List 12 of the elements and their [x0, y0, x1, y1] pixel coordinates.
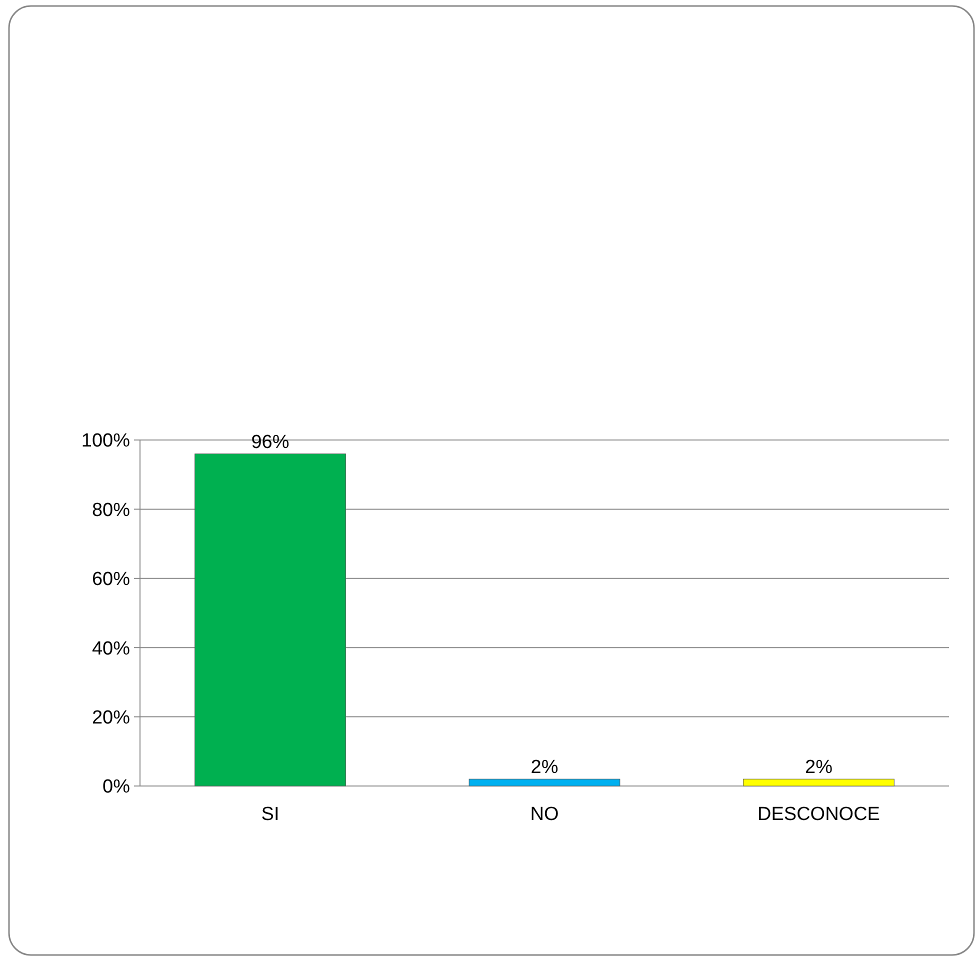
- data-label: 2%: [805, 757, 833, 778]
- y-tick-label: 0%: [102, 776, 130, 798]
- y-tick-label: 100%: [81, 430, 130, 452]
- y-tick-label: 20%: [92, 707, 130, 728]
- x-tick-label: NO: [530, 804, 559, 825]
- x-tick-label: DESCONOCE: [758, 804, 880, 825]
- y-tick-label: 80%: [92, 500, 130, 521]
- x-tick-label: SI: [261, 804, 280, 825]
- y-tick-label: 40%: [92, 638, 130, 660]
- data-label: 96%: [251, 432, 290, 453]
- y-tick-label: 60%: [92, 569, 130, 590]
- data-label: 2%: [530, 757, 558, 778]
